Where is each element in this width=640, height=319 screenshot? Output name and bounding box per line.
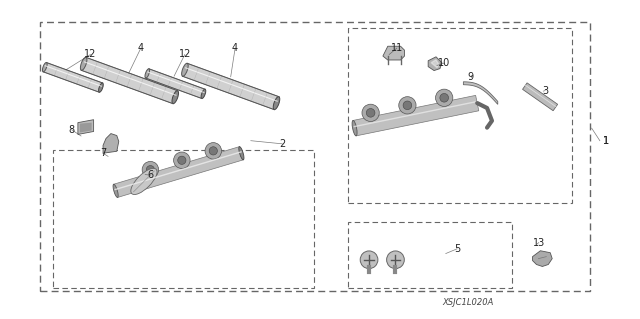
Text: 4: 4 xyxy=(138,43,144,53)
Polygon shape xyxy=(43,63,102,92)
Circle shape xyxy=(360,251,378,269)
Text: 12: 12 xyxy=(84,49,97,60)
Text: 9: 9 xyxy=(468,72,474,82)
Circle shape xyxy=(387,251,404,269)
Text: 10: 10 xyxy=(438,58,451,68)
Text: 1: 1 xyxy=(603,136,609,146)
Ellipse shape xyxy=(273,97,280,110)
Ellipse shape xyxy=(201,89,206,99)
Text: 13: 13 xyxy=(532,238,545,248)
Polygon shape xyxy=(463,82,498,104)
Polygon shape xyxy=(532,251,552,266)
Circle shape xyxy=(178,156,186,164)
Circle shape xyxy=(399,97,416,114)
Ellipse shape xyxy=(99,83,103,92)
Polygon shape xyxy=(431,60,439,68)
Polygon shape xyxy=(103,134,119,153)
Polygon shape xyxy=(78,120,93,134)
Ellipse shape xyxy=(239,147,244,160)
Polygon shape xyxy=(353,95,479,136)
Text: 6: 6 xyxy=(147,170,153,180)
Polygon shape xyxy=(80,122,92,132)
Circle shape xyxy=(205,143,221,159)
Text: 12: 12 xyxy=(179,49,191,60)
Bar xyxy=(348,28,572,204)
Text: 11: 11 xyxy=(390,43,403,53)
Polygon shape xyxy=(522,83,557,111)
Polygon shape xyxy=(146,69,205,99)
Circle shape xyxy=(403,101,412,110)
Circle shape xyxy=(142,161,159,178)
Circle shape xyxy=(436,89,453,107)
Circle shape xyxy=(362,104,380,122)
Circle shape xyxy=(209,147,218,155)
Polygon shape xyxy=(114,147,243,197)
Text: 1: 1 xyxy=(603,136,609,146)
Ellipse shape xyxy=(172,91,179,104)
Text: XSJC1L020A: XSJC1L020A xyxy=(442,298,493,307)
Text: 7: 7 xyxy=(100,148,106,158)
Circle shape xyxy=(173,152,190,168)
Text: 8: 8 xyxy=(68,125,75,135)
Polygon shape xyxy=(383,46,404,60)
Polygon shape xyxy=(182,63,279,110)
Bar xyxy=(40,22,591,291)
Text: 3: 3 xyxy=(542,85,548,96)
Bar xyxy=(52,150,314,288)
Ellipse shape xyxy=(81,57,87,70)
Ellipse shape xyxy=(42,63,47,72)
Circle shape xyxy=(440,93,449,102)
Ellipse shape xyxy=(145,69,150,78)
Circle shape xyxy=(147,166,154,174)
Ellipse shape xyxy=(131,168,157,195)
Text: 5: 5 xyxy=(454,244,460,254)
Circle shape xyxy=(366,108,375,117)
Polygon shape xyxy=(428,57,442,70)
Bar xyxy=(348,222,512,288)
Ellipse shape xyxy=(182,63,188,76)
Ellipse shape xyxy=(113,184,118,197)
Text: 4: 4 xyxy=(232,43,238,53)
Polygon shape xyxy=(81,57,178,104)
Ellipse shape xyxy=(352,121,357,136)
Text: 2: 2 xyxy=(279,139,285,149)
